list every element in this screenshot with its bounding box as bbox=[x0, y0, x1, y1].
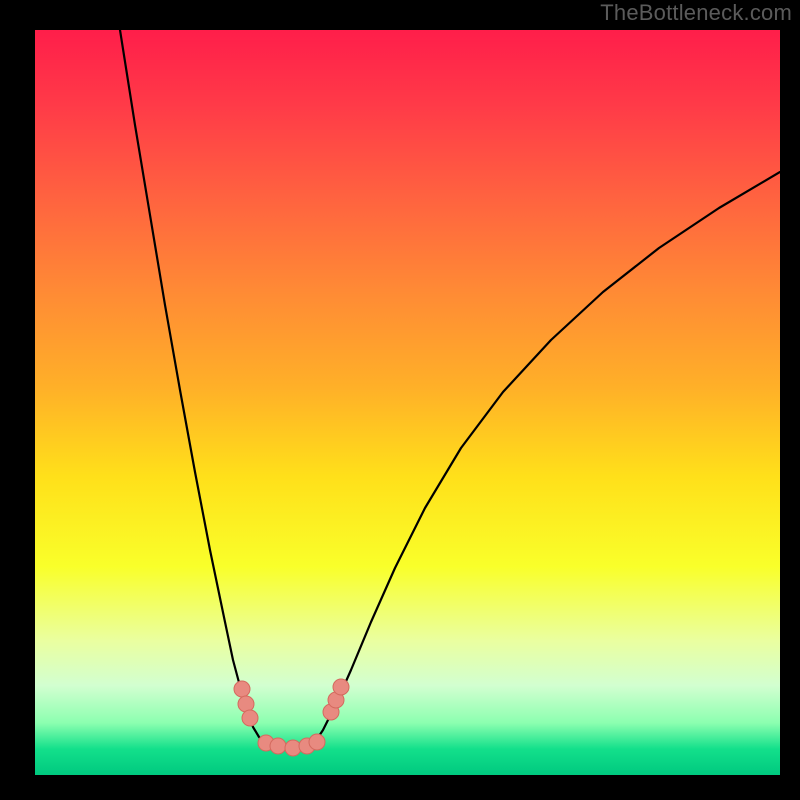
data-point bbox=[234, 681, 250, 697]
plot-svg bbox=[35, 30, 780, 775]
data-point bbox=[333, 679, 349, 695]
chart-container: TheBottleneck.com bbox=[0, 0, 800, 800]
watermark-text: TheBottleneck.com bbox=[600, 0, 792, 26]
data-point bbox=[270, 738, 286, 754]
data-markers bbox=[234, 679, 349, 756]
bottleneck-curve bbox=[120, 30, 780, 748]
plot-area bbox=[35, 30, 780, 775]
data-point bbox=[242, 710, 258, 726]
data-point bbox=[238, 696, 254, 712]
data-point bbox=[309, 734, 325, 750]
data-point bbox=[285, 740, 301, 756]
